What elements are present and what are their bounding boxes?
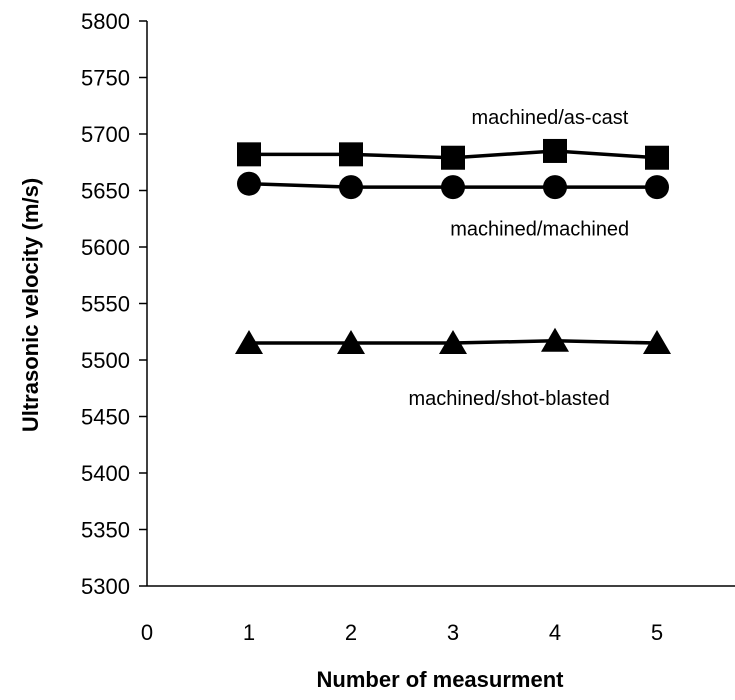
- y-tick-label: 5450: [81, 405, 130, 430]
- series-annotation: machined/shot-blasted: [408, 388, 609, 410]
- axes: [139, 20, 735, 587]
- data-point-square: [339, 142, 363, 167]
- data-point-triangle: [439, 330, 467, 355]
- x-tick-label: 2: [345, 620, 357, 645]
- data-point-triangle: [337, 330, 365, 355]
- series-circle: [237, 171, 669, 200]
- y-tick-label: 5350: [81, 518, 130, 543]
- y-axis-title: Ultrasonic velocity (m/s): [18, 178, 43, 432]
- series-triangle: [235, 327, 671, 355]
- series-annotation: machined/as-cast: [472, 107, 629, 129]
- data-point-circle: [237, 171, 261, 196]
- data-point-square: [237, 142, 261, 167]
- tick-labels: 5300 5350 5400 5450 5500 5550 5600 5650 5700 5750…: [81, 9, 663, 645]
- annotations: machined/as-cast machined/machined machine…: [408, 107, 629, 410]
- data-point-square: [543, 138, 567, 163]
- y-tick-label: 5600: [81, 235, 130, 260]
- y-tick-label: 5650: [81, 179, 130, 204]
- data-point-triangle: [541, 327, 569, 352]
- series-annotation: machined/machined: [450, 219, 629, 241]
- data-point-circle: [339, 175, 363, 200]
- data-point-circle: [645, 175, 669, 200]
- y-tick-label: 5400: [81, 461, 130, 486]
- data-point-triangle: [235, 330, 263, 355]
- x-tick-label: 0: [141, 620, 153, 645]
- data-point-triangle: [643, 330, 671, 355]
- data-point-circle: [543, 175, 567, 200]
- series-layer: [235, 138, 671, 355]
- x-axis-title: Number of measurment: [317, 667, 565, 692]
- data-point-circle: [441, 175, 465, 200]
- x-tick-label: 3: [447, 620, 459, 645]
- y-tick-label: 5700: [81, 122, 130, 147]
- y-tick-label: 5550: [81, 292, 130, 317]
- x-tick-label: 1: [243, 620, 255, 645]
- y-tick-label: 5800: [81, 9, 130, 34]
- y-tick-label: 5500: [81, 348, 130, 373]
- y-tick-label: 5300: [81, 574, 130, 599]
- x-tick-label: 5: [651, 620, 663, 645]
- data-point-square: [645, 145, 669, 170]
- x-tick-label: 4: [549, 620, 561, 645]
- series-square: [237, 138, 669, 170]
- y-tick-label: 5750: [81, 66, 130, 91]
- data-point-square: [441, 145, 465, 170]
